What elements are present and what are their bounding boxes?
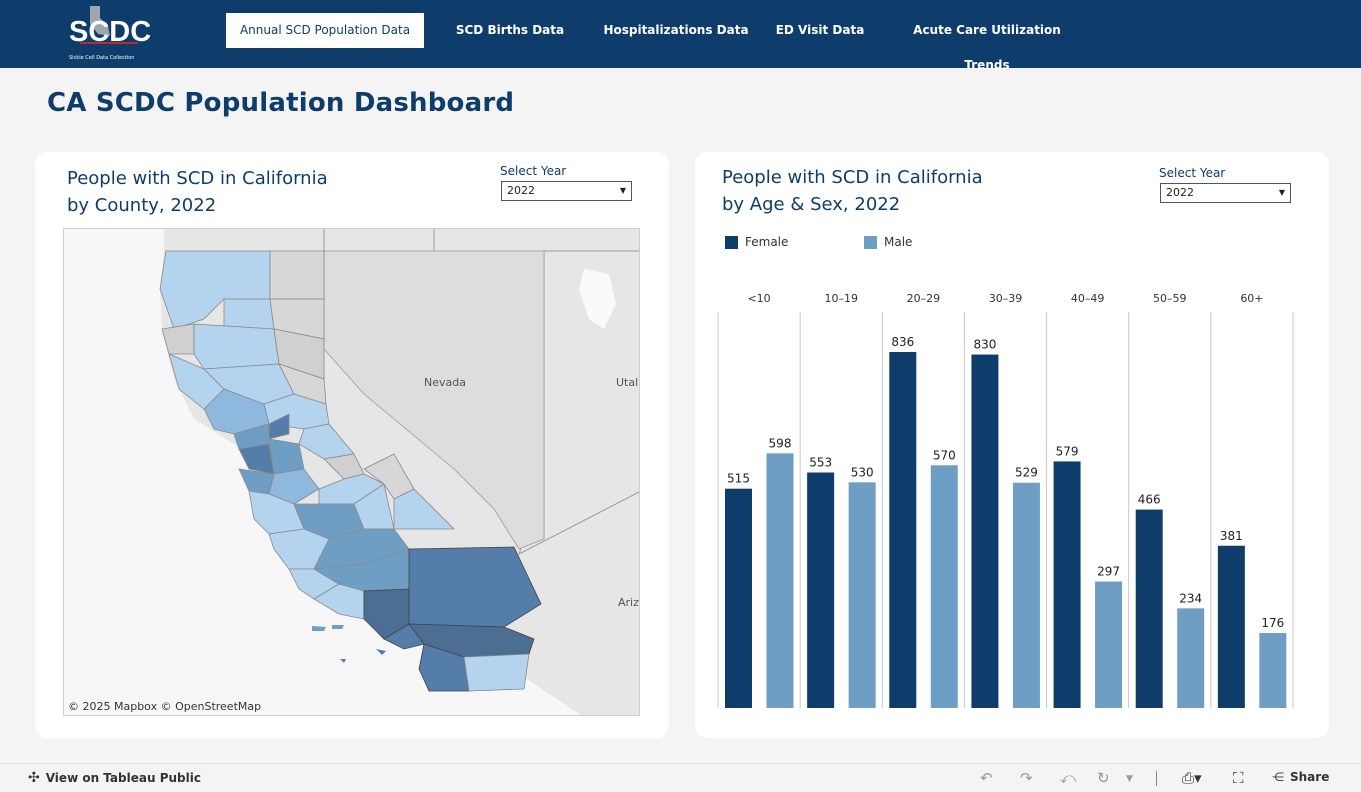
california-county-map[interactable]: Nevada Utal Ariz — [63, 228, 640, 716]
bar-value-label: 381 — [1220, 529, 1243, 543]
bar-female[interactable] — [807, 472, 835, 708]
county-modoc[interactable] — [269, 250, 325, 300]
bar-value-label: 836 — [891, 335, 914, 349]
chart-title-line1: People with SCD in California — [722, 167, 983, 188]
chart-title-line2: by Age & Sex, 2022 — [722, 194, 901, 215]
nav-tab-hospitalizations[interactable]: Hospitalizations Data — [603, 23, 749, 37]
bar-male[interactable] — [1259, 633, 1287, 708]
bar-male[interactable] — [1012, 482, 1040, 708]
legend-male[interactable]: Male — [864, 235, 912, 249]
redo-icon[interactable]: ↷ — [1020, 769, 1033, 787]
nav-tab-births[interactable]: SCD Births Data — [455, 23, 565, 37]
download-icon[interactable]: ⎙▾ — [1182, 769, 1202, 787]
map-panel-title: People with SCD in California by County,… — [67, 165, 328, 219]
nevada-region — [323, 250, 545, 550]
county-imperial[interactable] — [463, 653, 530, 692]
age-sex-bar-chart: <10 515 598 10–19 553 530 20–29 836 570 30–39 830 5… — [717, 292, 1294, 708]
age-group-label: <10 — [747, 292, 770, 305]
county-tehama[interactable] — [193, 323, 280, 370]
bar-female[interactable] — [1135, 509, 1163, 708]
fullscreen-icon[interactable]: ⛶ — [1233, 769, 1244, 787]
utah-label: Utal — [616, 376, 638, 389]
map-title-line2: by County, 2022 — [67, 195, 217, 216]
bar-female[interactable] — [725, 488, 752, 708]
legend-male-label: Male — [884, 235, 913, 249]
dropdown-arrow-icon: ▼ — [1278, 188, 1285, 197]
bar-value-label: 529 — [1015, 466, 1038, 480]
bar-value-label: 176 — [1261, 616, 1284, 630]
age-group-label: 20–29 — [907, 292, 941, 305]
share-icon: ⋲ — [1272, 770, 1284, 784]
top-navigation-bar: SCDC Sickle Cell Data Collection Annual … — [0, 0, 1361, 72]
bar-value-label: 234 — [1179, 591, 1202, 605]
chart-year-select[interactable]: 2022 ▼ — [1160, 183, 1291, 203]
bar-value-label: 830 — [973, 338, 996, 352]
county-san-bernardino[interactable] — [408, 546, 542, 628]
legend-female-label: Female — [745, 235, 789, 249]
map-title-line1: People with SCD in California — [67, 168, 328, 189]
toolbar-divider — [1156, 771, 1157, 786]
chart-year-label: Select Year — [1159, 166, 1226, 180]
nav-tab-acute-care[interactable]: Acute Care Utilization Trends — [913, 23, 1061, 72]
bar-male[interactable] — [930, 465, 958, 708]
legend-female-swatch — [725, 235, 738, 249]
age-group-label: 60+ — [1240, 292, 1263, 305]
bar-male[interactable] — [1095, 581, 1123, 708]
nevada-label: Nevada — [424, 376, 466, 389]
bar-value-label: 598 — [769, 436, 792, 450]
logo-subtext: Sickle Cell Data Collection — [69, 55, 134, 61]
bar-female[interactable] — [971, 354, 999, 708]
page-title: CA SCDC Population Dashboard — [47, 88, 515, 118]
age-sex-chart-panel: People with SCD in California by Age & S… — [695, 152, 1329, 738]
bar-value-label: 466 — [1138, 493, 1161, 507]
county-stanislaus[interactable] — [268, 468, 320, 505]
bar-value-label: 530 — [851, 465, 874, 479]
bar-value-label: 553 — [809, 456, 832, 470]
year-select[interactable]: 2022 ▼ — [501, 181, 632, 201]
nav-tab-ed-visits[interactable]: ED Visit Data — [775, 23, 865, 37]
pause-dropdown-icon[interactable]: ▼ — [1126, 774, 1133, 784]
view-on-tableau-link[interactable]: ✣ View on Tableau Public — [28, 770, 201, 786]
legend-female[interactable]: Female — [725, 235, 788, 249]
revert-icon[interactable]: ⤺ — [1060, 769, 1077, 787]
bar-male[interactable] — [848, 482, 876, 708]
legend-male-swatch — [864, 235, 877, 249]
year-label: Select Year — [500, 164, 567, 178]
nav-tab-annual-population[interactable]: Annual SCD Population Data — [226, 13, 424, 48]
age-group-label: 40–49 — [1071, 292, 1105, 305]
bar-value-label: 570 — [933, 448, 956, 462]
chart-year-select-value: 2022 — [1166, 186, 1194, 199]
chart-panel-title: People with SCD in California by Age & S… — [722, 164, 983, 218]
view-on-tableau-label: View on Tableau Public — [45, 771, 201, 785]
dropdown-arrow-icon: ▼ — [619, 186, 626, 195]
bar-value-label: 515 — [727, 472, 750, 486]
scdc-logo[interactable]: SCDC Sickle Cell Data Collection — [68, 4, 152, 62]
undo-icon[interactable]: ↶ — [980, 769, 993, 787]
share-button[interactable]: ⋲ Share — [1272, 770, 1329, 784]
age-group-label: 10–19 — [824, 292, 858, 305]
county-san-diego[interactable] — [418, 643, 470, 692]
county-map-panel: People with SCD in California by County,… — [35, 152, 669, 738]
bar-female[interactable] — [1053, 461, 1081, 708]
refresh-icon[interactable]: ↻ — [1097, 769, 1110, 787]
ocean-area — [64, 229, 581, 715]
tableau-toolbar: ✣ View on Tableau Public ↶ ↷ ⤺ ↻ ▼ ⎙▾ ⛶ … — [0, 763, 1361, 792]
county-san-joaquin[interactable] — [268, 438, 305, 475]
bar-male[interactable] — [1177, 608, 1205, 708]
arizona-label: Ariz — [618, 596, 639, 609]
bar-value-label: 579 — [1056, 444, 1079, 458]
county-inyo[interactable] — [393, 488, 455, 530]
share-label: Share — [1290, 770, 1330, 784]
age-group-label: 50–59 — [1153, 292, 1187, 305]
bar-female[interactable] — [1217, 545, 1245, 708]
tableau-icon: ✣ — [28, 770, 40, 786]
bar-male[interactable] — [766, 453, 794, 708]
year-select-value: 2022 — [507, 184, 535, 197]
bar-female[interactable] — [889, 352, 917, 708]
county-shasta[interactable] — [223, 298, 275, 330]
age-group-label: 30–39 — [989, 292, 1023, 305]
map-credit: © 2025 Mapbox © OpenStreetMap — [68, 700, 262, 713]
bar-value-label: 297 — [1097, 565, 1120, 579]
